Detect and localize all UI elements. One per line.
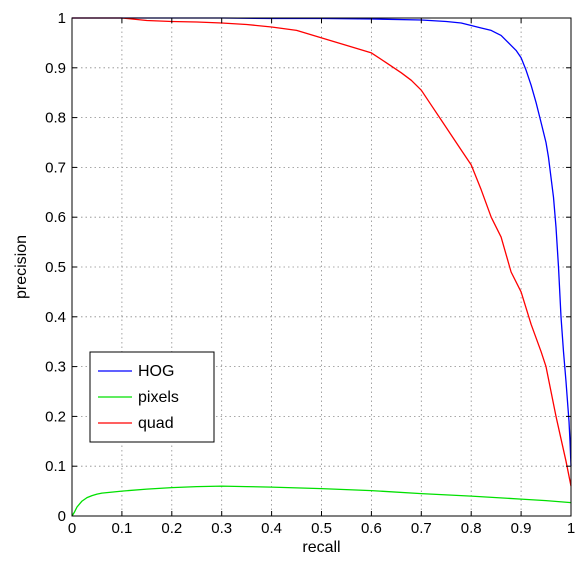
legend: HOG pixels quad <box>89 351 215 443</box>
legend-label-pixels: pixels <box>138 389 179 406</box>
series-line-quad <box>72 17 572 487</box>
y-tick-label: 0.9 <box>45 60 66 77</box>
series-lines <box>71 17 572 517</box>
y-tick-label: 0.6 <box>45 209 66 226</box>
y-tick-label: 0 <box>58 508 66 525</box>
x-tick-label: 0.6 <box>361 520 382 537</box>
x-tick-label: 0.9 <box>511 520 532 537</box>
y-tick-label: 0.3 <box>45 359 66 376</box>
x-tick-label: 0.7 <box>411 520 432 537</box>
y-tick-label: 0.7 <box>45 159 66 176</box>
series-line-pixels <box>71 485 572 517</box>
y-tick-label: 0.8 <box>45 110 66 127</box>
x-tick-label: 1 <box>567 520 575 537</box>
x-tick-label: 0.5 <box>311 520 332 537</box>
x-tick-label: 0.4 <box>261 520 282 537</box>
x-tick-label: 0 <box>68 520 76 537</box>
x-tick-label: 0.3 <box>211 520 232 537</box>
y-tick-label: 0.5 <box>45 259 66 276</box>
series-line-hog <box>72 17 572 467</box>
y-tick-label: 0.2 <box>45 408 66 425</box>
y-tick-label: 0.1 <box>45 458 66 475</box>
x-tick-label: 0.2 <box>161 520 182 537</box>
y-tick-label: 0.4 <box>45 309 66 326</box>
axis-ticks <box>71 17 572 517</box>
legend-label-hog: HOG <box>138 363 174 380</box>
y-axis-label: precision <box>13 235 30 299</box>
x-axis-label: recall <box>302 539 340 556</box>
y-tick-labels: 0 0.1 0.2 0.3 0.4 0.5 0.6 0.7 0.8 0.9 1 <box>45 10 66 525</box>
x-tick-label: 0.8 <box>461 520 482 537</box>
y-tick-label: 1 <box>58 10 66 27</box>
x-tick-label: 0.1 <box>111 520 132 537</box>
legend-label-quad: quad <box>138 415 174 432</box>
x-tick-labels: 0 0.1 0.2 0.3 0.4 0.5 0.6 0.7 0.8 0.9 1 <box>68 520 575 537</box>
